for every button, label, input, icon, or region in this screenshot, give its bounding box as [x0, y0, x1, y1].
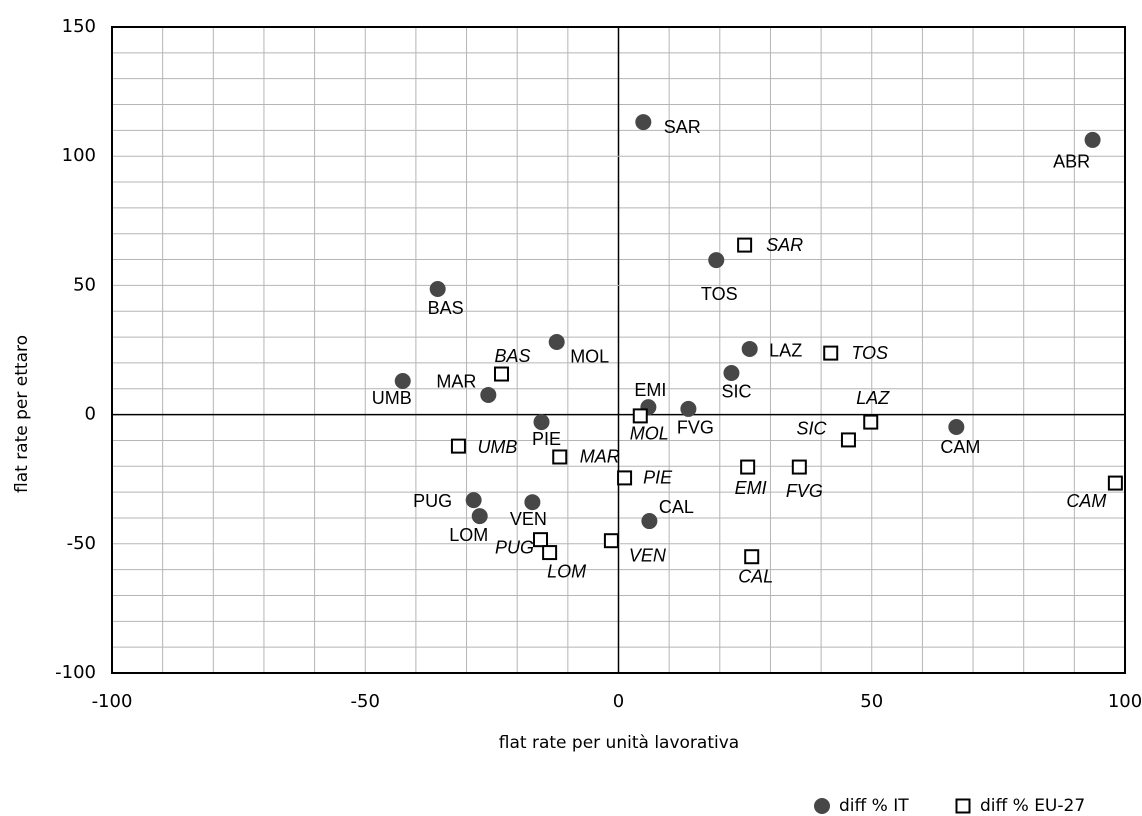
- data-point: [603, 533, 619, 549]
- data-point: [617, 470, 633, 486]
- plot-frame: [111, 26, 1126, 674]
- data-point: [641, 513, 658, 530]
- point-label: CAL: [738, 566, 773, 586]
- point-label: SIC: [721, 382, 751, 402]
- point-label: CAM: [940, 437, 980, 457]
- y-tick-label: 100: [62, 145, 96, 166]
- point-label: UMB: [477, 437, 517, 457]
- point-label: PIE: [643, 468, 673, 488]
- y-tick-label: 0: [85, 404, 96, 425]
- x-tick-label: 100: [1108, 691, 1142, 712]
- point-label: CAM: [1066, 491, 1106, 511]
- point-label: SAR: [664, 117, 701, 137]
- point-label: FVG: [786, 481, 823, 501]
- point-label: ABR: [1053, 152, 1090, 172]
- point-label: PUG: [495, 537, 534, 557]
- point-label: BAS: [494, 346, 530, 366]
- data-point: [524, 494, 541, 511]
- point-label: TOS: [851, 343, 888, 363]
- x-tick-label: -50: [351, 691, 380, 712]
- data-point: [533, 414, 550, 431]
- data-point: [744, 549, 760, 565]
- point-label: CAL: [659, 497, 694, 517]
- data-point: [737, 237, 753, 253]
- x-tick-label: 50: [860, 691, 883, 712]
- data-point: [450, 438, 466, 454]
- y-axis-label: flat rate per ettaro: [12, 335, 32, 493]
- data-point: [471, 508, 488, 525]
- data-point: [542, 545, 558, 561]
- data-point: [480, 386, 497, 403]
- data-point: [429, 281, 446, 298]
- data-point: [465, 492, 482, 509]
- data-point: [552, 449, 568, 465]
- point-label: LOM: [449, 525, 488, 545]
- point-label: MAR: [436, 372, 476, 392]
- data-point: [948, 419, 965, 436]
- point-label: SIC: [796, 419, 827, 439]
- point-label: PIE: [532, 429, 561, 449]
- data-point: [1107, 475, 1123, 491]
- point-label: TOS: [701, 284, 738, 304]
- data-point: [493, 366, 509, 382]
- data-point: [632, 408, 648, 424]
- data-point: [840, 432, 856, 448]
- data-point: [791, 459, 807, 475]
- data-point: [680, 400, 697, 417]
- point-label: SAR: [766, 235, 803, 255]
- y-tick-label: 150: [62, 16, 96, 37]
- data-point: [1084, 131, 1101, 148]
- legend-marker: [955, 798, 971, 814]
- point-label: PUG: [413, 491, 452, 511]
- data-point: [740, 459, 756, 475]
- point-label: LAZ: [856, 388, 890, 408]
- x-axis-label: flat rate per unità lavorativa: [499, 733, 739, 753]
- legend-label: diff % IT: [839, 796, 909, 816]
- data-point: [863, 414, 879, 430]
- data-point: [548, 333, 565, 350]
- point-label: BAS: [428, 298, 464, 318]
- point-label: MOL: [630, 424, 669, 444]
- data-point: [723, 364, 740, 381]
- data-point: [741, 340, 758, 357]
- point-label: LOM: [547, 561, 586, 581]
- legend-label: diff % EU-27: [980, 796, 1085, 816]
- y-tick-label: -100: [55, 662, 96, 683]
- data-point: [708, 252, 725, 269]
- point-label: UMB: [372, 388, 412, 408]
- data-point: [823, 345, 839, 361]
- x-tick-label: 0: [613, 691, 624, 712]
- data-point: [532, 532, 548, 548]
- y-tick-label: 50: [73, 274, 96, 295]
- point-label: LAZ: [769, 341, 802, 361]
- y-tick-label: -50: [67, 533, 96, 554]
- point-label: MAR: [580, 447, 620, 467]
- point-label: MOL: [570, 347, 609, 367]
- point-label: VEN: [629, 545, 667, 565]
- data-point: [394, 373, 411, 390]
- point-label: FVG: [677, 418, 714, 438]
- legend-marker: [814, 798, 830, 814]
- point-label: VEN: [510, 509, 547, 529]
- point-label: EMI: [634, 380, 666, 400]
- x-tick-label: -100: [92, 691, 133, 712]
- point-label: EMI: [735, 478, 767, 498]
- data-point: [635, 114, 652, 131]
